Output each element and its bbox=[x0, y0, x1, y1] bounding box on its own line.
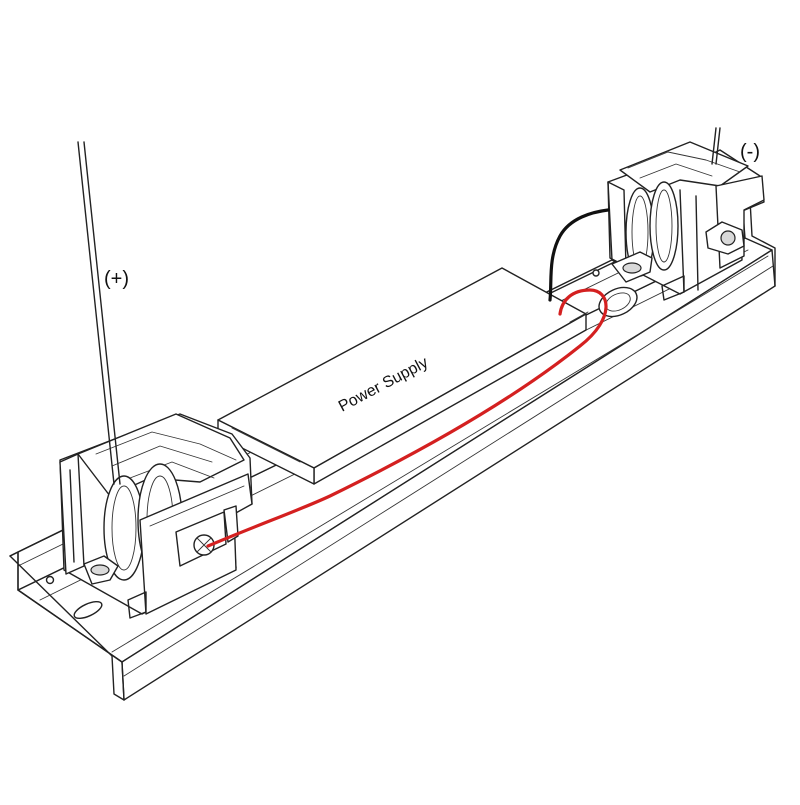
lamp-holder-right bbox=[607, 141, 765, 301]
positive-lead-wire bbox=[77, 141, 115, 485]
red-wire bbox=[206, 288, 608, 548]
rivet-right bbox=[592, 269, 600, 277]
wire-hole bbox=[598, 286, 638, 318]
mount-nut-left bbox=[90, 564, 110, 576]
slot-hole-left bbox=[73, 600, 103, 620]
negative-label: (-) bbox=[740, 141, 760, 163]
lamp-holder-left bbox=[59, 413, 253, 619]
power-supply-box: Power Supply bbox=[217, 267, 589, 485]
negative-lead-wire bbox=[711, 127, 717, 165]
mount-nut-right bbox=[622, 262, 642, 274]
black-wire bbox=[548, 208, 610, 302]
rotor-disc-right-b bbox=[649, 181, 679, 271]
rivet-left bbox=[45, 575, 55, 585]
positive-label: (+) bbox=[104, 268, 129, 290]
wiring bbox=[77, 127, 721, 548]
